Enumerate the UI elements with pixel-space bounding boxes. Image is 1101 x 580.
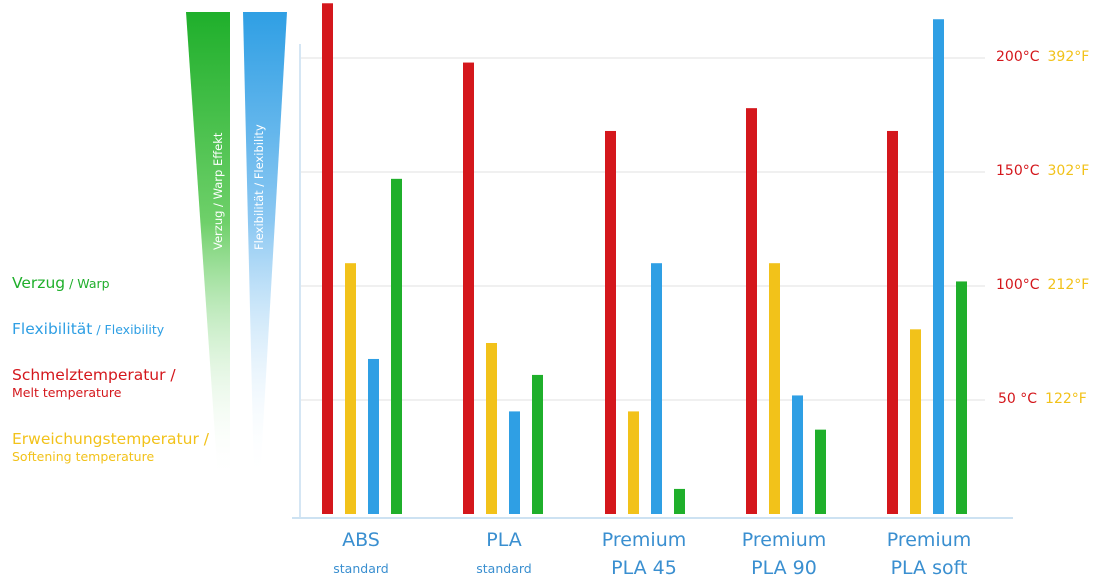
- flexibility-wedge: [243, 12, 287, 480]
- legend-melt-main: Schmelztemperatur /: [12, 366, 176, 384]
- category-premium-pla-soft: Premium PLA soft: [864, 528, 994, 580]
- legend-flexibility-main: Flexibilität: [12, 320, 93, 338]
- bars: [322, 3, 967, 515]
- bar-warp-3: [815, 429, 826, 514]
- category-abs-sub: standard: [333, 561, 389, 576]
- bar-soft-3: [769, 263, 780, 514]
- bar-flex-0: [368, 358, 379, 514]
- bar-soft-1: [486, 343, 497, 514]
- legend-softening-sub: Softening temperature: [12, 449, 155, 464]
- legend-warp-main: Verzug: [12, 274, 66, 292]
- category-premium-pla-45-sub: PLA 45: [611, 557, 677, 579]
- legend-flexibility: Flexibilität / Flexibility: [12, 320, 164, 339]
- bar-melt-1: [463, 62, 474, 515]
- gridlines: [300, 57, 985, 401]
- bar-melt-4: [887, 130, 898, 514]
- legend-softening-main: Erweichungstemperatur /: [12, 430, 209, 448]
- warp-wedge: [186, 12, 230, 480]
- bar-warp-0: [391, 178, 402, 514]
- category-premium-pla-soft-name: Premium: [886, 529, 972, 551]
- flexibility-wedge-label: Flexibilität / Flexibility: [252, 124, 266, 250]
- y-tick-150: 150°C 302°F: [996, 163, 1089, 179]
- y-tick-50-fahrenheit: 122°F: [1045, 391, 1087, 407]
- category-pla: PLA standard: [439, 528, 569, 578]
- bar-soft-4: [910, 329, 921, 514]
- bar-flex-3: [792, 395, 803, 514]
- legend-flexibility-sub: / Flexibility: [92, 322, 165, 337]
- y-tick-100-celsius: 100°C: [996, 277, 1040, 293]
- category-premium-pla-45-name: Premium: [601, 529, 687, 551]
- bar-flex-1: [509, 411, 520, 514]
- category-abs-name: ABS: [342, 529, 380, 551]
- category-premium-pla-45: Premium PLA 45: [579, 528, 709, 580]
- y-tick-200: 200°C 392°F: [996, 49, 1089, 65]
- y-tick-200-fahrenheit: 392°F: [1047, 49, 1090, 65]
- category-premium-pla-soft-sub: PLA soft: [890, 557, 968, 579]
- bar-flex-4: [933, 19, 944, 515]
- y-tick-100-fahrenheit: 212°F: [1047, 277, 1090, 293]
- y-tick-200-celsius: 200°C: [996, 49, 1040, 65]
- y-tick-150-celsius: 150°C: [996, 163, 1040, 179]
- bar-flex-2: [651, 263, 662, 514]
- bar-warp-4: [956, 281, 967, 514]
- warp-wedge-label: Verzug / Warp Effekt: [211, 132, 225, 250]
- bar-soft-0: [345, 263, 356, 514]
- bar-melt-2: [605, 130, 616, 514]
- category-abs: ABS standard: [296, 528, 426, 578]
- y-tick-50: 50 °C 122°F: [998, 391, 1087, 407]
- legend-melt: Schmelztemperatur / Melt temperature: [12, 366, 176, 402]
- bar-melt-3: [746, 108, 757, 514]
- category-premium-pla-90-name: Premium: [741, 529, 827, 551]
- y-tick-100: 100°C 212°F: [996, 277, 1089, 293]
- legend-softening: Erweichungstemperatur / Softening tempera…: [12, 430, 209, 466]
- category-pla-sub: standard: [476, 561, 532, 576]
- bar-melt-0: [322, 3, 333, 515]
- y-tick-50-celsius: 50 °C: [998, 391, 1038, 407]
- legend-warp-sub: / Warp: [65, 276, 110, 291]
- bar-warp-2: [674, 488, 685, 514]
- bar-warp-1: [532, 374, 543, 514]
- category-premium-pla-90: Premium PLA 90: [719, 528, 849, 580]
- legend-warp: Verzug / Warp: [12, 274, 110, 293]
- y-tick-150-fahrenheit: 302°F: [1047, 163, 1090, 179]
- legend-melt-sub: Melt temperature: [12, 385, 122, 400]
- category-premium-pla-90-sub: PLA 90: [751, 557, 817, 579]
- category-pla-name: PLA: [486, 529, 522, 551]
- bar-soft-2: [628, 411, 639, 514]
